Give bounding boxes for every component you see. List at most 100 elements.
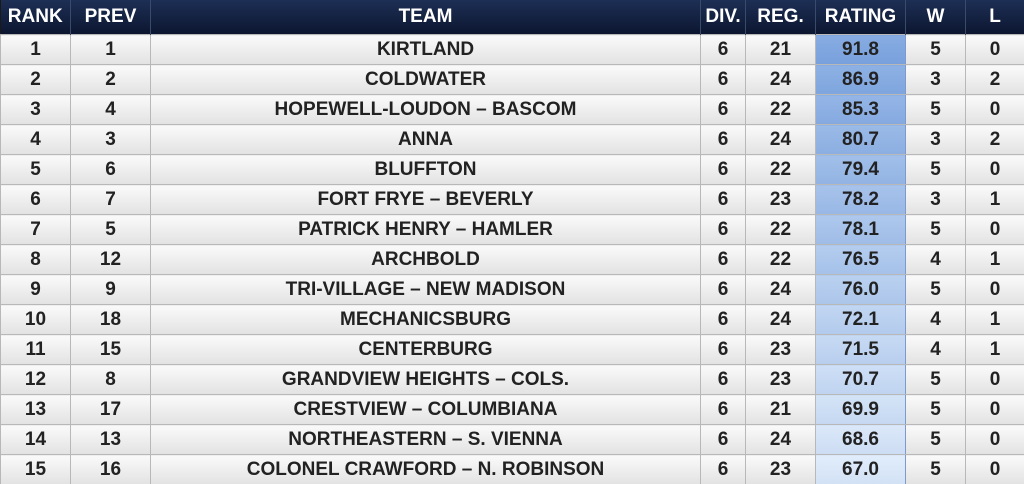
table-cell: 0 [965,154,1024,185]
table-row: 6 7 FORT FRYE – BEVERLY 6 23 78.2 3 1 [0,184,1024,215]
table-cell: 0 [965,34,1024,65]
table-body: 1 1 KIRTLAND 6 21 91.8 5 0 2 2 COLDWATER 6 24 86.9 3 2 3… [0,34,1024,484]
table-cell: 6 [700,394,746,425]
table-cell: 24 [745,64,816,95]
table-cell: 22 [745,214,816,245]
table-cell: 78.1 [815,214,906,245]
table-cell: 6 [700,364,746,395]
table-cell: 6 [0,184,71,215]
table-cell: ANNA [150,124,701,155]
table-cell: 3 [905,64,966,95]
table-cell: 0 [965,274,1024,305]
table-cell: 0 [965,214,1024,245]
table-cell: 12 [0,364,71,395]
table-cell: 1 [0,34,71,65]
table-cell: 6 [700,274,746,305]
table-cell: 5 [70,214,151,245]
table-cell: 6 [700,94,746,125]
table-cell: 24 [745,304,816,335]
table-cell: 86.9 [815,64,906,95]
table-cell: 2 [70,64,151,95]
table-cell: 0 [965,454,1024,484]
table-cell: 3 [905,184,966,215]
table-cell: 6 [700,124,746,155]
table-cell: 4 [0,124,71,155]
table-cell: 1 [965,334,1024,365]
table-cell: 5 [905,364,966,395]
table-cell: 91.8 [815,34,906,65]
column-header: TEAM [150,0,701,35]
table-cell: BLUFFTON [150,154,701,185]
table-cell: 21 [745,34,816,65]
table-row: 5 6 BLUFFTON 6 22 79.4 5 0 [0,154,1024,185]
table-cell: 2 [965,64,1024,95]
column-header: RATING [815,0,906,35]
table-cell: 14 [0,424,71,455]
table-cell: 79.4 [815,154,906,185]
table-cell: 2 [965,124,1024,155]
table-cell: 6 [700,304,746,335]
table-cell: PATRICK HENRY – HAMLER [150,214,701,245]
table-cell: 10 [0,304,71,335]
table-row: 7 5 PATRICK HENRY – HAMLER 6 22 78.1 5 0 [0,214,1024,245]
table-cell: 0 [965,364,1024,395]
table-row: 15 16 COLONEL CRAWFORD – N. ROBINSON 6 23 67.… [0,454,1024,484]
table-cell: 5 [905,34,966,65]
table-cell: 8 [70,364,151,395]
table-cell: 4 [905,334,966,365]
column-header: PREV [70,0,151,35]
table-cell: CRESTVIEW – COLUMBIANA [150,394,701,425]
table-cell: 13 [70,424,151,455]
table-cell: TRI-VILLAGE – NEW MADISON [150,274,701,305]
table-row: 12 8 GRANDVIEW HEIGHTS – COLS. 6 23 70.7 5 0 [0,364,1024,395]
table-cell: 6 [700,424,746,455]
table-cell: 67.0 [815,454,906,484]
table-row: 2 2 COLDWATER 6 24 86.9 3 2 [0,64,1024,95]
table-cell: 85.3 [815,94,906,125]
table-cell: 23 [745,184,816,215]
table-cell: 24 [745,274,816,305]
table-cell: 23 [745,334,816,365]
table-row: 10 18 MECHANICSBURG 6 24 72.1 4 1 [0,304,1024,335]
table-cell: 15 [0,454,71,484]
table-cell: 7 [70,184,151,215]
table-cell: 5 [905,424,966,455]
table-cell: 5 [0,154,71,185]
table-cell: GRANDVIEW HEIGHTS – COLS. [150,364,701,395]
table-cell: 7 [0,214,71,245]
table-cell: 5 [905,214,966,245]
table-cell: 5 [905,394,966,425]
table-cell: MECHANICSBURG [150,304,701,335]
table-cell: 0 [965,424,1024,455]
table-cell: 3 [70,124,151,155]
table-cell: 12 [70,244,151,275]
table-cell: 22 [745,244,816,275]
column-header: W [905,0,966,35]
table-cell: 3 [905,124,966,155]
table-cell: 80.7 [815,124,906,155]
table-cell: 15 [70,334,151,365]
table-cell: 1 [965,244,1024,275]
table-cell: 0 [965,94,1024,125]
table-cell: 69.9 [815,394,906,425]
table-cell: 6 [700,34,746,65]
table-cell: 70.7 [815,364,906,395]
table-cell: ARCHBOLD [150,244,701,275]
table-cell: 1 [965,184,1024,215]
table-cell: 5 [905,94,966,125]
table-cell: 6 [700,244,746,275]
table-cell: 2 [0,64,71,95]
table-cell: 6 [700,64,746,95]
table-cell: 24 [745,124,816,155]
table-cell: 76.5 [815,244,906,275]
table-row: 1 1 KIRTLAND 6 21 91.8 5 0 [0,34,1024,65]
table-cell: FORT FRYE – BEVERLY [150,184,701,215]
table-cell: 18 [70,304,151,335]
table-cell: 6 [700,454,746,484]
table-cell: 71.5 [815,334,906,365]
table-row: 14 13 NORTHEASTERN – S. VIENNA 6 24 68.6 5 0 [0,424,1024,455]
table-cell: 5 [905,274,966,305]
table-cell: 24 [745,424,816,455]
table-cell: CENTERBURG [150,334,701,365]
